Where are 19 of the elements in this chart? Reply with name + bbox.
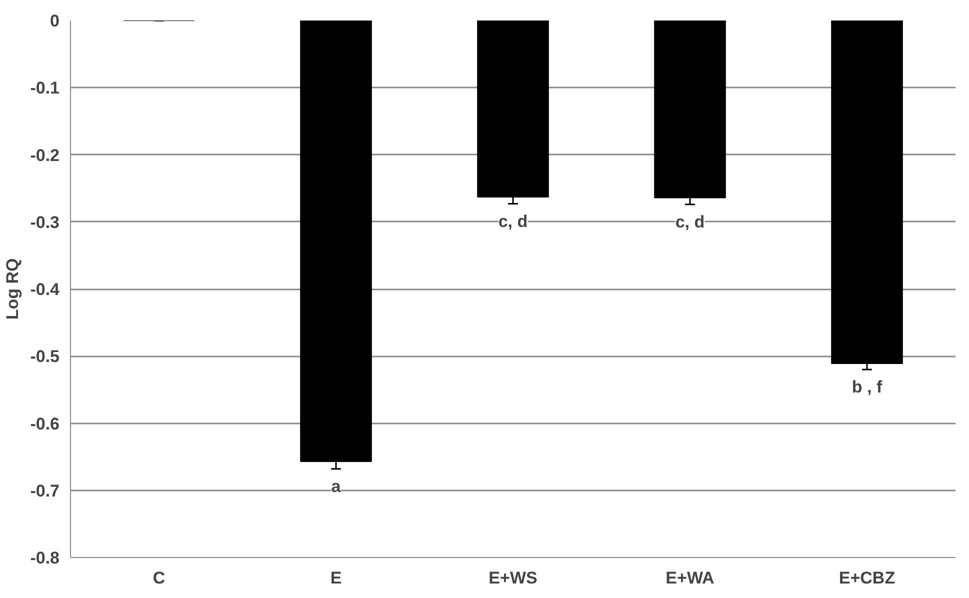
- annotation: b , f: [852, 378, 882, 397]
- annotation: a: [331, 476, 342, 496]
- y-tick-label: -0.6: [30, 414, 60, 434]
- y-tick-label: -0.3: [30, 212, 60, 232]
- x-tick-label: E+CBZ: [838, 568, 896, 588]
- x-tick-label: E+WS: [488, 568, 538, 588]
- y-tick-label: 0: [50, 12, 60, 30]
- y-tick-label: -0.2: [30, 146, 60, 165]
- x-tick-label: C: [152, 568, 166, 588]
- y-tick-label: -0.1: [30, 78, 60, 98]
- x-tick-label: E: [330, 568, 342, 588]
- y-tick-label: -0.8: [30, 548, 60, 568]
- y-tick-label: -0.4: [30, 280, 60, 299]
- y-axis-title: Log RQ: [3, 258, 22, 320]
- y-tick-label: -0.7: [30, 481, 60, 500]
- x-tick-label: E+WA: [666, 568, 714, 588]
- y-tick-label: -0.5: [30, 347, 60, 366]
- annotation: c, d: [675, 212, 705, 232]
- annotation: c, d: [498, 212, 528, 231]
